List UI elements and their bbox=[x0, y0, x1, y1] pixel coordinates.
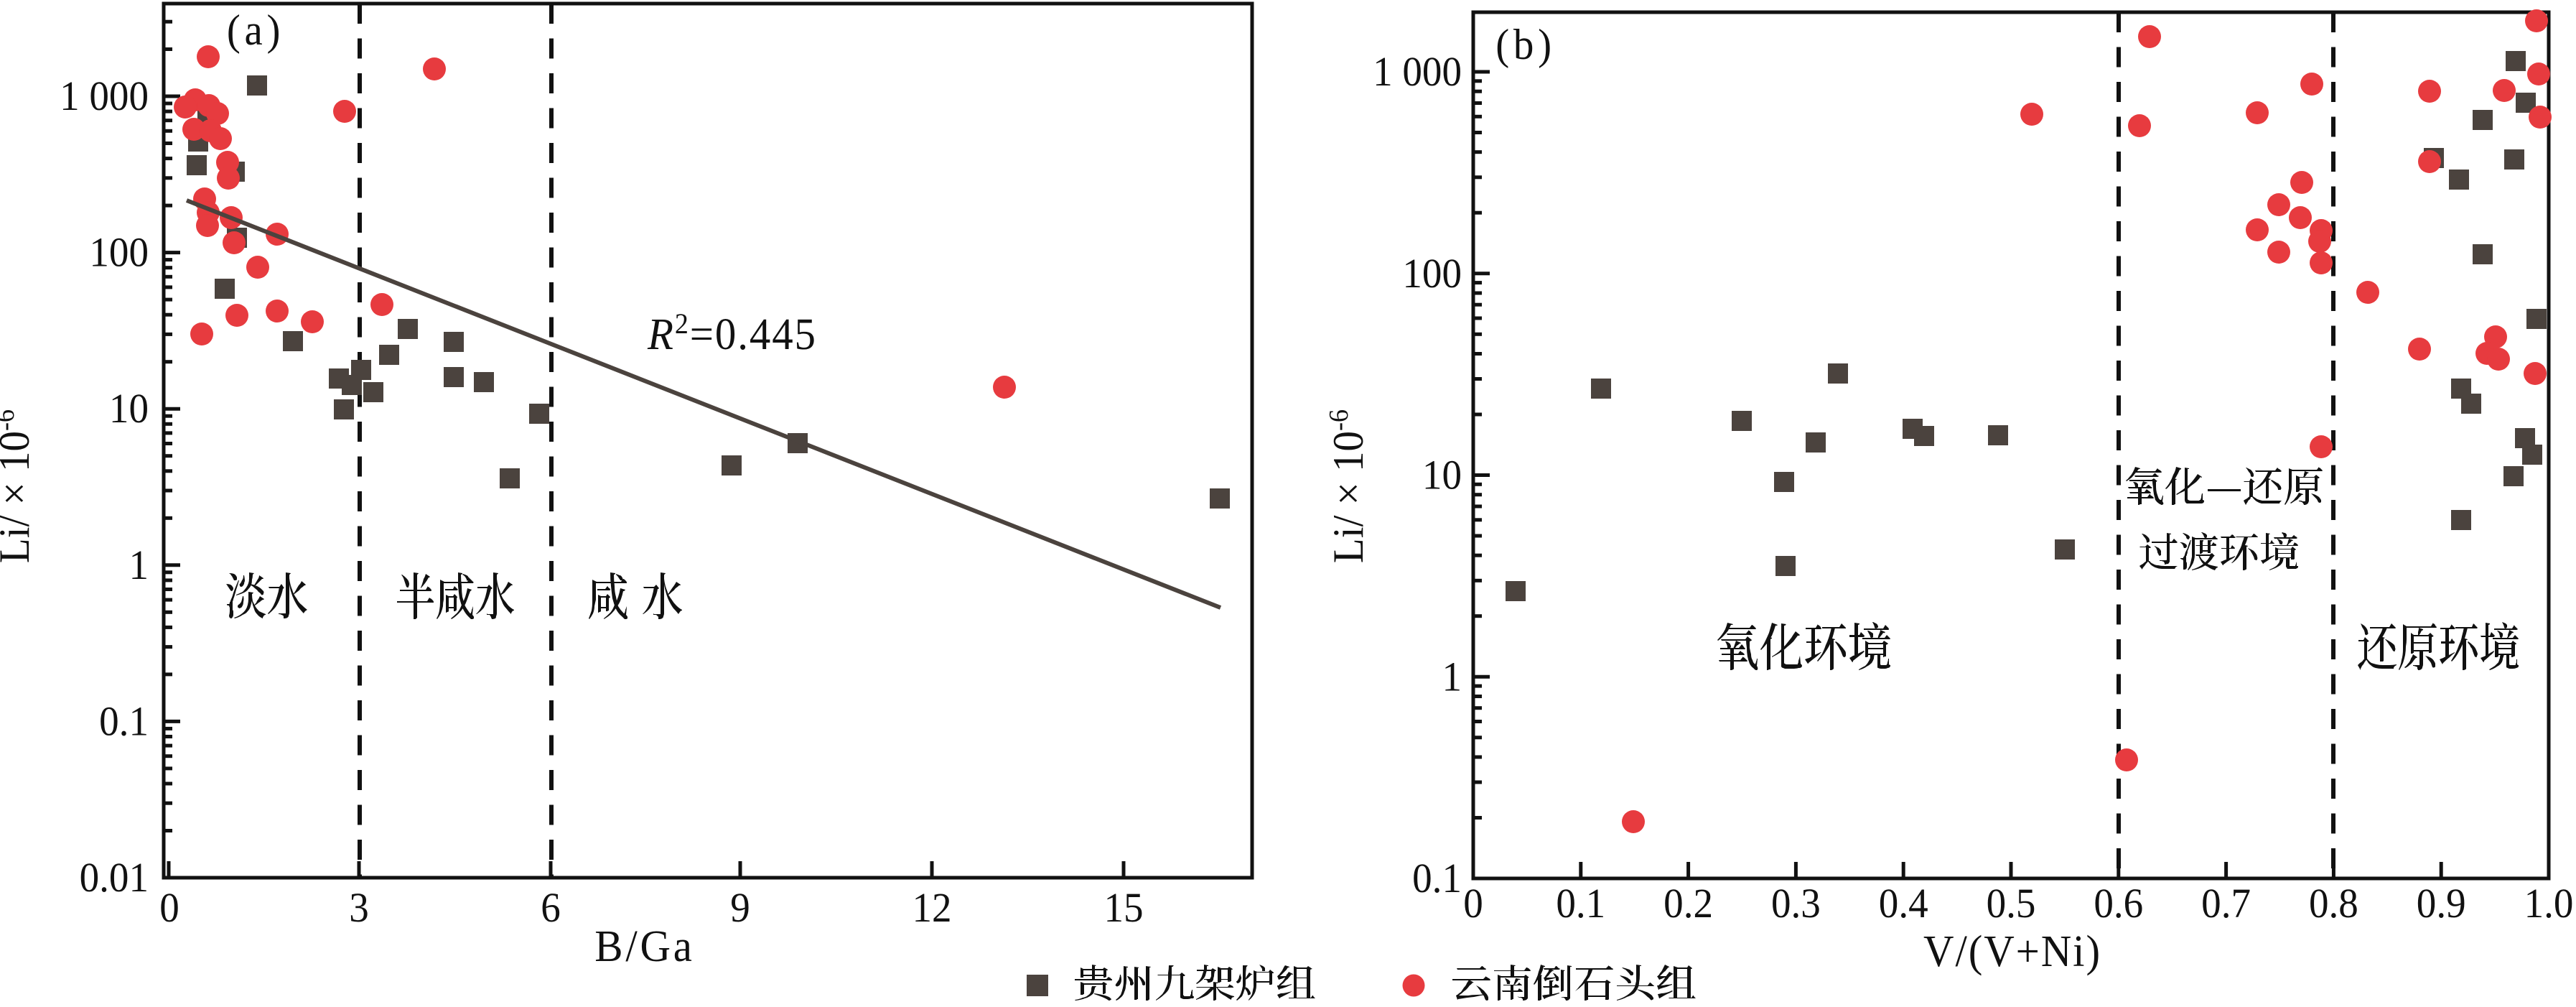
svg-text:10: 10 bbox=[109, 386, 149, 432]
svg-text:0.1: 0.1 bbox=[1556, 881, 1605, 927]
svg-text:0.8: 0.8 bbox=[2309, 881, 2358, 927]
svg-text:0: 0 bbox=[1463, 881, 1483, 927]
svg-text:0.01: 0.01 bbox=[80, 855, 149, 901]
svg-text:V/(V+Ni): V/(V+Ni) bbox=[1923, 927, 2101, 977]
svg-text:Li/ × 10-6: Li/ × 10-6 bbox=[0, 409, 38, 563]
svg-text:0.2: 0.2 bbox=[1663, 881, 1713, 927]
svg-text:0.9: 0.9 bbox=[2417, 881, 2466, 927]
svg-text:1.0: 1.0 bbox=[2524, 881, 2574, 927]
svg-text:15: 15 bbox=[1103, 886, 1143, 932]
svg-text:(b): (b) bbox=[1495, 21, 1556, 69]
svg-text:12: 12 bbox=[912, 886, 951, 932]
svg-text:1 000: 1 000 bbox=[60, 74, 149, 120]
svg-text:10: 10 bbox=[1422, 453, 1462, 498]
svg-text:0.6: 0.6 bbox=[2094, 881, 2143, 927]
svg-text:100: 100 bbox=[89, 230, 149, 276]
svg-text:3: 3 bbox=[349, 886, 369, 932]
svg-text:9: 9 bbox=[730, 886, 750, 932]
svg-text:6: 6 bbox=[541, 886, 561, 932]
svg-text:0.7: 0.7 bbox=[2201, 881, 2251, 927]
svg-text:0.1: 0.1 bbox=[99, 699, 149, 745]
svg-text:0: 0 bbox=[159, 886, 179, 932]
svg-text:1 000: 1 000 bbox=[1373, 50, 1462, 96]
svg-text:0.1: 0.1 bbox=[1412, 856, 1462, 902]
svg-text:0.4: 0.4 bbox=[1879, 881, 1928, 927]
svg-text:0.5: 0.5 bbox=[1987, 881, 2036, 927]
svg-text:1: 1 bbox=[129, 543, 149, 589]
svg-text:R2=0.445: R2=0.445 bbox=[647, 308, 817, 359]
svg-text:0.3: 0.3 bbox=[1771, 881, 1821, 927]
svg-text:B/Ga: B/Ga bbox=[594, 922, 695, 972]
svg-text:100: 100 bbox=[1402, 251, 1462, 297]
svg-text:1: 1 bbox=[1442, 654, 1462, 700]
svg-text:Li/ × 10-6: Li/ × 10-6 bbox=[1324, 409, 1372, 563]
svg-text:(a): (a) bbox=[227, 6, 284, 55]
